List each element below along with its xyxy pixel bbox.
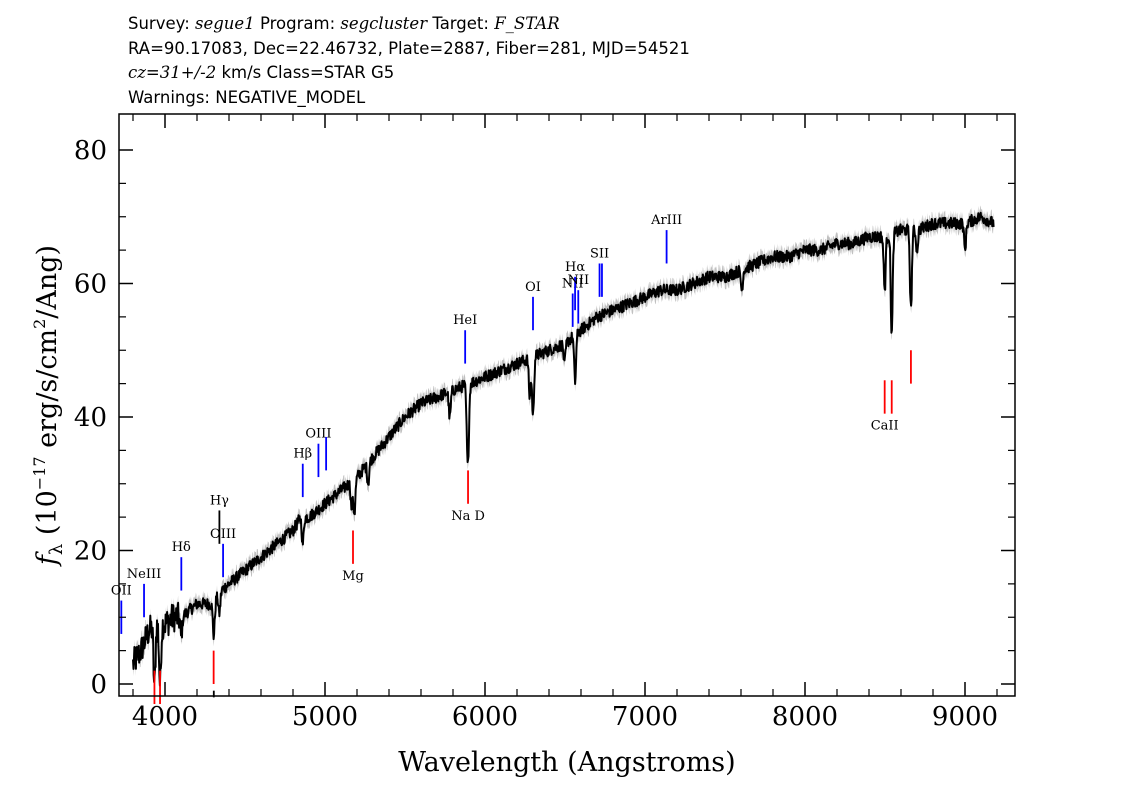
y-axis-label: fλ (10−17 erg/s/cm2/Ang) — [30, 245, 67, 567]
other-line-label: Hγ — [210, 493, 229, 508]
emission-line-label: OIII — [210, 527, 236, 542]
y-tick-label: 60 — [74, 270, 107, 300]
redshift-class: km/s Class=STAR G5 — [216, 63, 395, 82]
emission-line-label: ArIII — [650, 213, 682, 228]
header-line-warnings: Warnings: NEGATIVE_MODEL — [128, 87, 366, 107]
plot-header: Survey: segue1 Program: segcluster Targe… — [128, 12, 690, 110]
x-tick-label: 9000 — [932, 702, 998, 732]
target-value: F_STAR — [494, 14, 560, 33]
emission-line-label: OI — [525, 280, 541, 295]
emission-line-label: NII — [567, 273, 589, 288]
emission-line-label: Hβ — [293, 447, 312, 462]
target-label: Target: — [432, 14, 489, 33]
y-tick-label: 0 — [90, 670, 107, 700]
emission-line-label: NII — [562, 277, 584, 292]
absorption-line-label: Mg — [342, 569, 364, 584]
y-tick-label: 80 — [74, 136, 107, 166]
x-tick-label: 6000 — [452, 702, 518, 732]
emission-line-label: HeI — [453, 313, 477, 328]
x-axis-label: Wavelength (Angstroms) — [398, 747, 735, 778]
ticks-layer: 4000 5000 6000 7000 8000 9000 0 20 40 60 80 — [74, 114, 1015, 732]
series-layer — [132, 205, 995, 693]
survey-value: segue1 — [195, 14, 255, 33]
header-line-survey: Survey: segue1 Program: segcluster Targe… — [128, 12, 690, 37]
absorption-line-label: CaII — [871, 419, 899, 434]
emission-line-label: Hα — [565, 260, 585, 275]
program-value: segcluster — [340, 14, 428, 33]
emission-line-label: OII — [111, 584, 132, 599]
x-tick-label: 5000 — [292, 702, 358, 732]
emission-line-label: NeIII — [127, 567, 161, 582]
program-label: Program: — [259, 14, 336, 33]
survey-label: Survey: — [128, 14, 190, 33]
y-tick-label: 40 — [74, 403, 107, 433]
emission-line-label: Hδ — [172, 540, 191, 555]
spectrum-line — [132, 211, 995, 687]
header-line-redshift: cz=31+/-2 km/s Class=STAR G5 — [128, 61, 690, 86]
y-tick-label: 20 — [74, 537, 107, 567]
x-tick-label: 7000 — [612, 702, 678, 732]
redshift-value: cz=31+/-2 — [128, 63, 217, 82]
absorption-line-label: Na D — [451, 509, 485, 524]
header-line-coordinates: RA=90.17083, Dec=22.46732, Plate=2887, F… — [128, 38, 690, 58]
emission-line-label: SII — [590, 246, 609, 261]
x-tick-label: 8000 — [772, 702, 838, 732]
x-tick-label: 4000 — [132, 702, 198, 732]
plot-frame — [118, 113, 1016, 697]
emission-line-label: OIII — [305, 427, 331, 442]
